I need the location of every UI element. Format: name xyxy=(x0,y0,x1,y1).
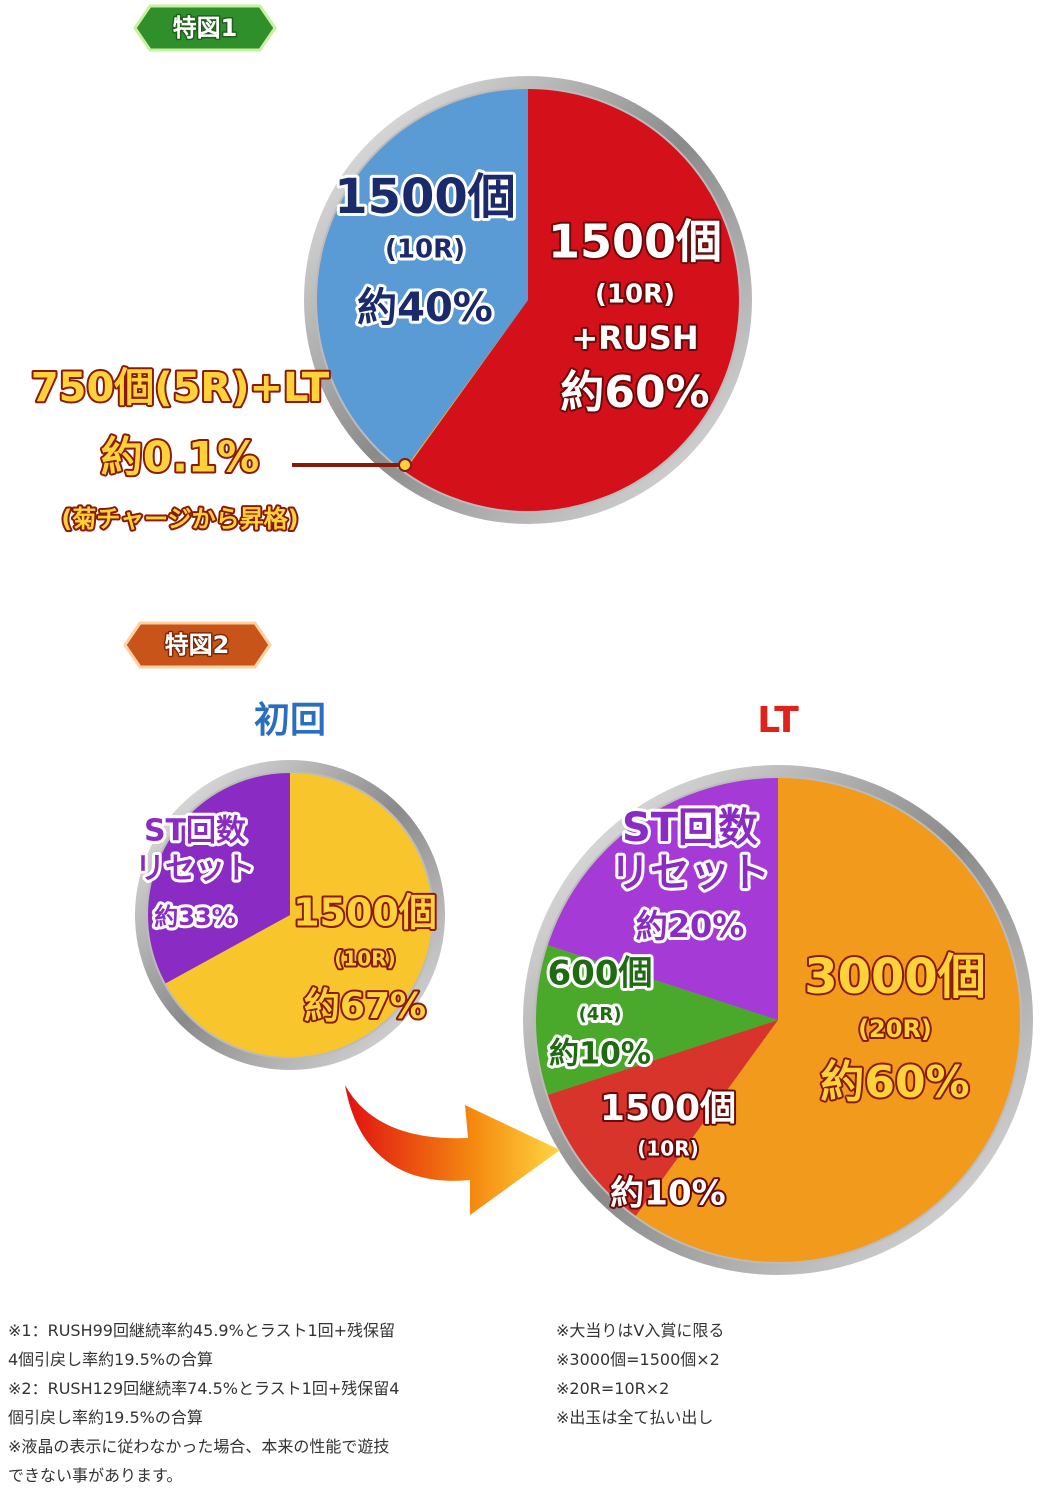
note: ※液晶の表示に従わなかった場合、本来の性能で遊技 xyxy=(8,1437,389,1456)
value-label: 約10% xyxy=(549,1037,651,1072)
slice-label: +RUSH xyxy=(571,319,698,357)
value-label: 約10% xyxy=(610,1174,725,1214)
slice-label: ST回数 xyxy=(144,814,247,849)
pie-slice xyxy=(164,772,434,1058)
pie-slice xyxy=(534,944,778,1096)
note: ※出玉は全て払い出し xyxy=(556,1408,713,1427)
value-label: 約60% xyxy=(560,367,709,418)
chart-title: 初回 xyxy=(254,700,326,741)
arrow xyxy=(345,1085,560,1215)
slice-label: 600個 xyxy=(548,954,653,994)
slice-label: (10R) xyxy=(385,235,465,265)
value-label: 約20% xyxy=(636,907,745,945)
slice-note: (菊チャージから昇格) xyxy=(61,505,298,533)
note: ※3000個=1500個×2 xyxy=(556,1350,720,1369)
pie-slice xyxy=(147,772,290,984)
value-label: 約0.1% xyxy=(101,433,260,482)
note: ※1：RUSH99回継続率約45.9%とラスト1回+残保留 xyxy=(8,1321,395,1340)
note: ※大当りはV入賞に限る xyxy=(556,1321,724,1340)
section-badge: 特図1 xyxy=(133,4,277,52)
slice-label: 3000個 xyxy=(804,949,986,1005)
pie-chart xyxy=(523,765,1033,1275)
note: 4個引戻し率約19.5%の合算 xyxy=(8,1350,213,1369)
value-label: 約40% xyxy=(357,285,493,331)
slice-label: リセット xyxy=(610,850,770,896)
section-badge: 特図2 xyxy=(123,621,272,669)
pie-chart xyxy=(135,760,445,1070)
slice-label: ST回数 xyxy=(622,805,758,851)
value-label: 約33% xyxy=(154,903,235,931)
pie-slice xyxy=(546,1020,778,1217)
slice-label: (20R) xyxy=(858,1015,932,1043)
slice-label: 750個(5R)+LT xyxy=(31,365,330,411)
pie-chart xyxy=(304,76,752,524)
slice-label: 1500個 xyxy=(334,169,516,225)
pie-slice xyxy=(404,88,740,512)
pie-slice xyxy=(402,300,528,472)
slice-label: (4R) xyxy=(579,1004,622,1025)
note: ※2：RUSH129回継続率74.5%とラスト1回+残保留4 xyxy=(8,1379,399,1398)
slice-label: (10R) xyxy=(595,280,675,310)
pie-slice xyxy=(316,88,528,472)
value-label: 約60% xyxy=(820,1057,969,1108)
pie-border xyxy=(146,771,434,1059)
pie-slice xyxy=(546,777,778,1020)
slice-label: (10R) xyxy=(637,1137,699,1161)
section-title: 特図1 xyxy=(173,14,238,42)
section-title: 特図2 xyxy=(165,631,230,659)
note: 個引戻し率約19.5%の合算 xyxy=(8,1408,203,1427)
value-label: 約67% xyxy=(304,986,426,1027)
note: できない事があります。 xyxy=(8,1466,182,1485)
slice-label: リセット xyxy=(135,852,255,887)
slice-label: 1500個 xyxy=(293,891,437,935)
pie-border xyxy=(315,87,741,513)
chart-title: LT xyxy=(757,700,799,741)
pie-slice xyxy=(635,777,1021,1263)
note: ※20R=10R×2 xyxy=(556,1379,669,1398)
slice-label: 1500個 xyxy=(548,215,722,269)
pie-border xyxy=(534,776,1022,1264)
slice-label: (10R) xyxy=(334,947,396,971)
pointer-dot xyxy=(398,458,412,472)
slice-label: 1500個 xyxy=(600,1088,736,1129)
